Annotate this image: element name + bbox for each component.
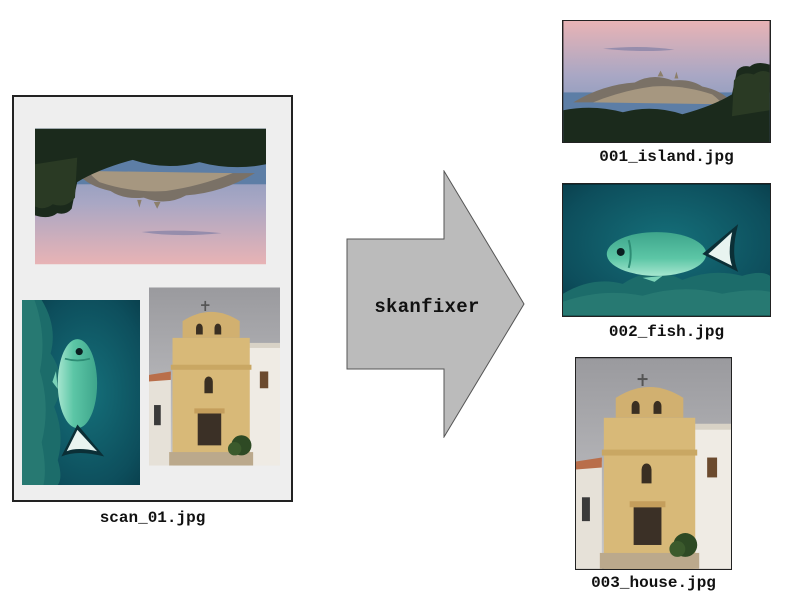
scan-fish-photo (22, 300, 140, 485)
tool-name: skanfixer (374, 296, 480, 318)
output-island-image (562, 20, 771, 143)
output-house-filename: 003_house.jpg (591, 574, 716, 592)
scan-filename: scan_01.jpg (99, 509, 206, 527)
process-arrow (346, 170, 525, 438)
output-fish-filename: 002_fish.jpg (608, 323, 725, 341)
output-island-filename: 001_island.jpg (599, 148, 734, 166)
scan-island-photo (35, 127, 266, 266)
scan-house-photo (149, 285, 280, 468)
output-fish-image (562, 183, 771, 317)
scanned-page (12, 95, 293, 502)
output-house-image (575, 357, 732, 570)
arrow-shape (346, 170, 525, 438)
